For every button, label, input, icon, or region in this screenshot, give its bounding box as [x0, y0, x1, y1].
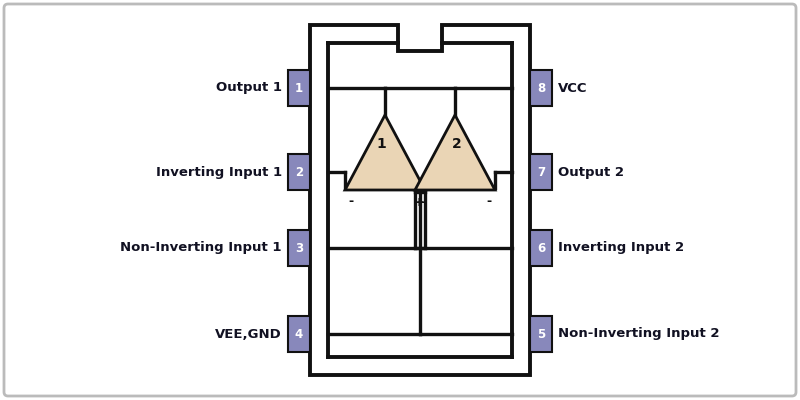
Text: 2: 2	[295, 166, 303, 178]
Text: 4: 4	[295, 328, 303, 340]
Text: VCC: VCC	[558, 82, 587, 94]
Text: Output 2: Output 2	[558, 166, 624, 178]
Text: Non-Inverting Input 2: Non-Inverting Input 2	[558, 328, 719, 340]
Text: Inverting Input 1: Inverting Input 1	[156, 166, 282, 178]
Text: 7: 7	[537, 166, 545, 178]
Text: 5: 5	[537, 328, 545, 340]
Text: VEE,GND: VEE,GND	[215, 328, 282, 340]
Text: -: -	[349, 196, 354, 208]
Text: Inverting Input 2: Inverting Input 2	[558, 242, 684, 254]
FancyBboxPatch shape	[288, 230, 310, 266]
Text: -: -	[486, 196, 491, 208]
FancyBboxPatch shape	[288, 316, 310, 352]
FancyBboxPatch shape	[530, 316, 552, 352]
FancyBboxPatch shape	[530, 230, 552, 266]
FancyBboxPatch shape	[4, 4, 796, 396]
Polygon shape	[345, 115, 425, 190]
FancyBboxPatch shape	[530, 154, 552, 190]
FancyBboxPatch shape	[288, 154, 310, 190]
FancyBboxPatch shape	[530, 70, 552, 106]
Text: Output 1: Output 1	[216, 82, 282, 94]
Text: 1: 1	[376, 138, 386, 152]
Polygon shape	[310, 25, 530, 375]
FancyBboxPatch shape	[288, 70, 310, 106]
Text: 2: 2	[452, 138, 462, 152]
Polygon shape	[415, 115, 495, 190]
Text: 3: 3	[295, 242, 303, 254]
Text: +: +	[416, 196, 426, 208]
Text: 1: 1	[295, 82, 303, 94]
Text: 8: 8	[537, 82, 545, 94]
Text: +: +	[414, 196, 424, 208]
Text: 6: 6	[537, 242, 545, 254]
Text: Non-Inverting Input 1: Non-Inverting Input 1	[121, 242, 282, 254]
